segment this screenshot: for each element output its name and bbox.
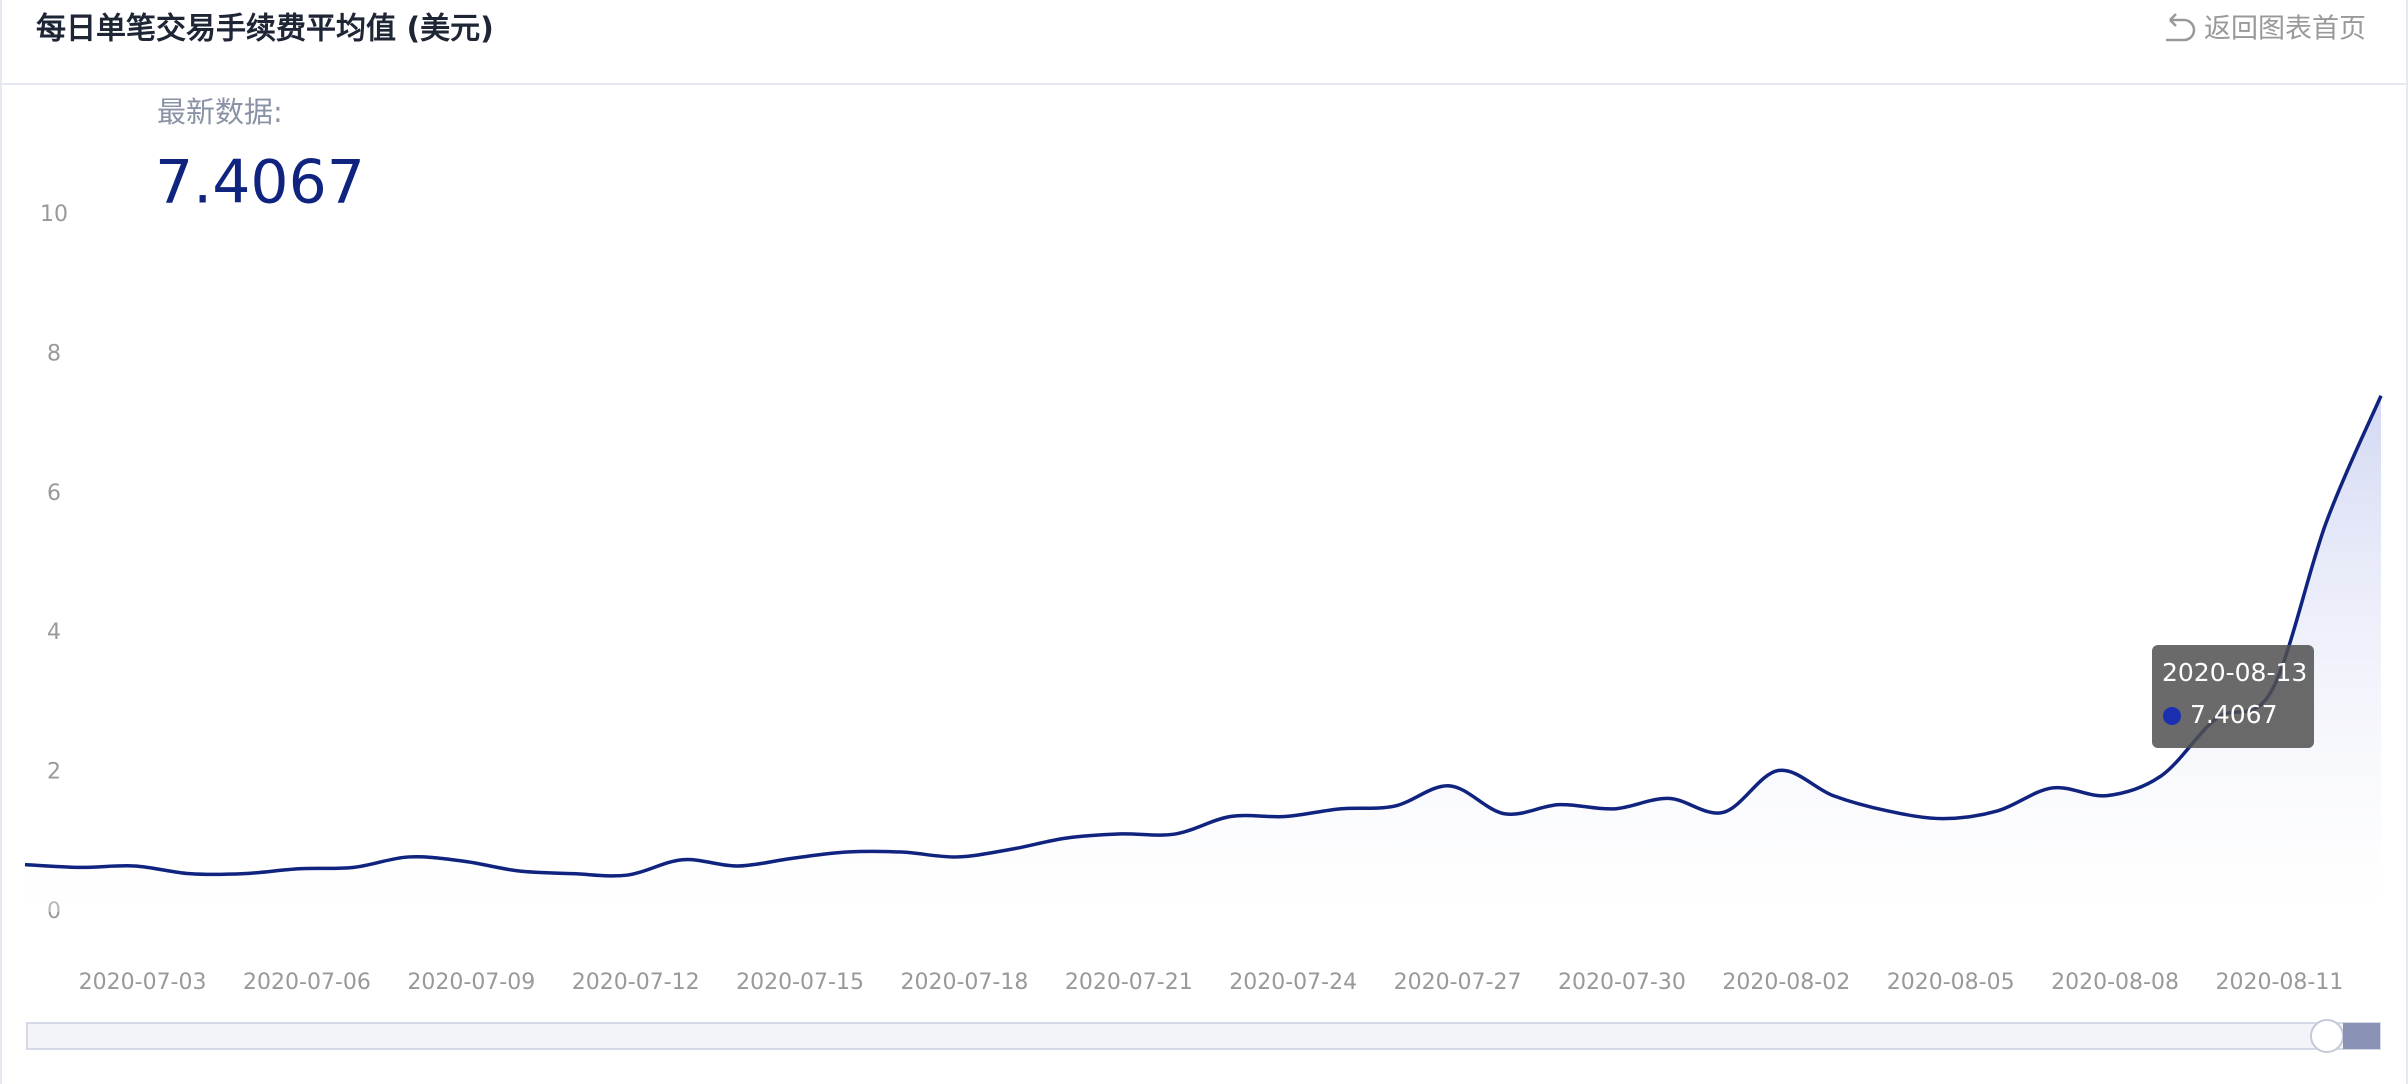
x-tick-label: 2020-08-08 <box>2051 970 2179 995</box>
x-tick-label: 2020-07-24 <box>1229 970 1357 995</box>
x-tick-label: 2020-07-06 <box>243 970 371 995</box>
y-tick-label: 4 <box>47 620 61 645</box>
x-tick-label: 2020-07-03 <box>79 970 207 995</box>
line <box>24 395 2383 878</box>
page-title: 每日单笔交易手续费平均值 (美元) <box>36 12 494 47</box>
x-tick-label: 2020-07-18 <box>901 970 1029 995</box>
x-tick-label: 2020-07-15 <box>736 970 864 995</box>
zoom-slider[interactable] <box>26 1022 2381 1050</box>
x-tick-label: 2020-07-21 <box>1065 970 1193 995</box>
y-tick-label: 8 <box>47 341 61 366</box>
x-tick-label: 2020-07-27 <box>1394 970 1522 995</box>
y-tick-label: 2 <box>47 760 61 785</box>
x-tick-label: 2020-08-11 <box>2215 970 2343 995</box>
latest-value: 7.4067 <box>155 148 365 218</box>
x-tick-label: 2020-07-12 <box>572 970 700 995</box>
slider-handle[interactable] <box>2310 1019 2344 1053</box>
latest-label: 最新数据: <box>157 95 283 129</box>
y-tick-label: 6 <box>47 481 61 506</box>
slider-window[interactable] <box>2343 1023 2380 1049</box>
back-link[interactable]: 返回图表首页 <box>2204 14 2366 45</box>
tooltip-value: 7.4067 <box>2190 700 2277 729</box>
tooltip-dot <box>2163 707 2181 725</box>
tooltip-date: 2020-08-13 <box>2162 658 2307 687</box>
x-tick-label: 2020-08-05 <box>1887 970 2015 995</box>
x-tick-label: 2020-07-30 <box>1558 970 1686 995</box>
x-tick-label: 2020-08-02 <box>1722 970 1850 995</box>
x-tick-label: 2020-07-09 <box>407 970 535 995</box>
back-icon[interactable] <box>2166 13 2196 42</box>
area <box>25 395 2381 912</box>
tooltip <box>2152 645 2314 748</box>
y-tick-label: 10 <box>40 202 68 227</box>
